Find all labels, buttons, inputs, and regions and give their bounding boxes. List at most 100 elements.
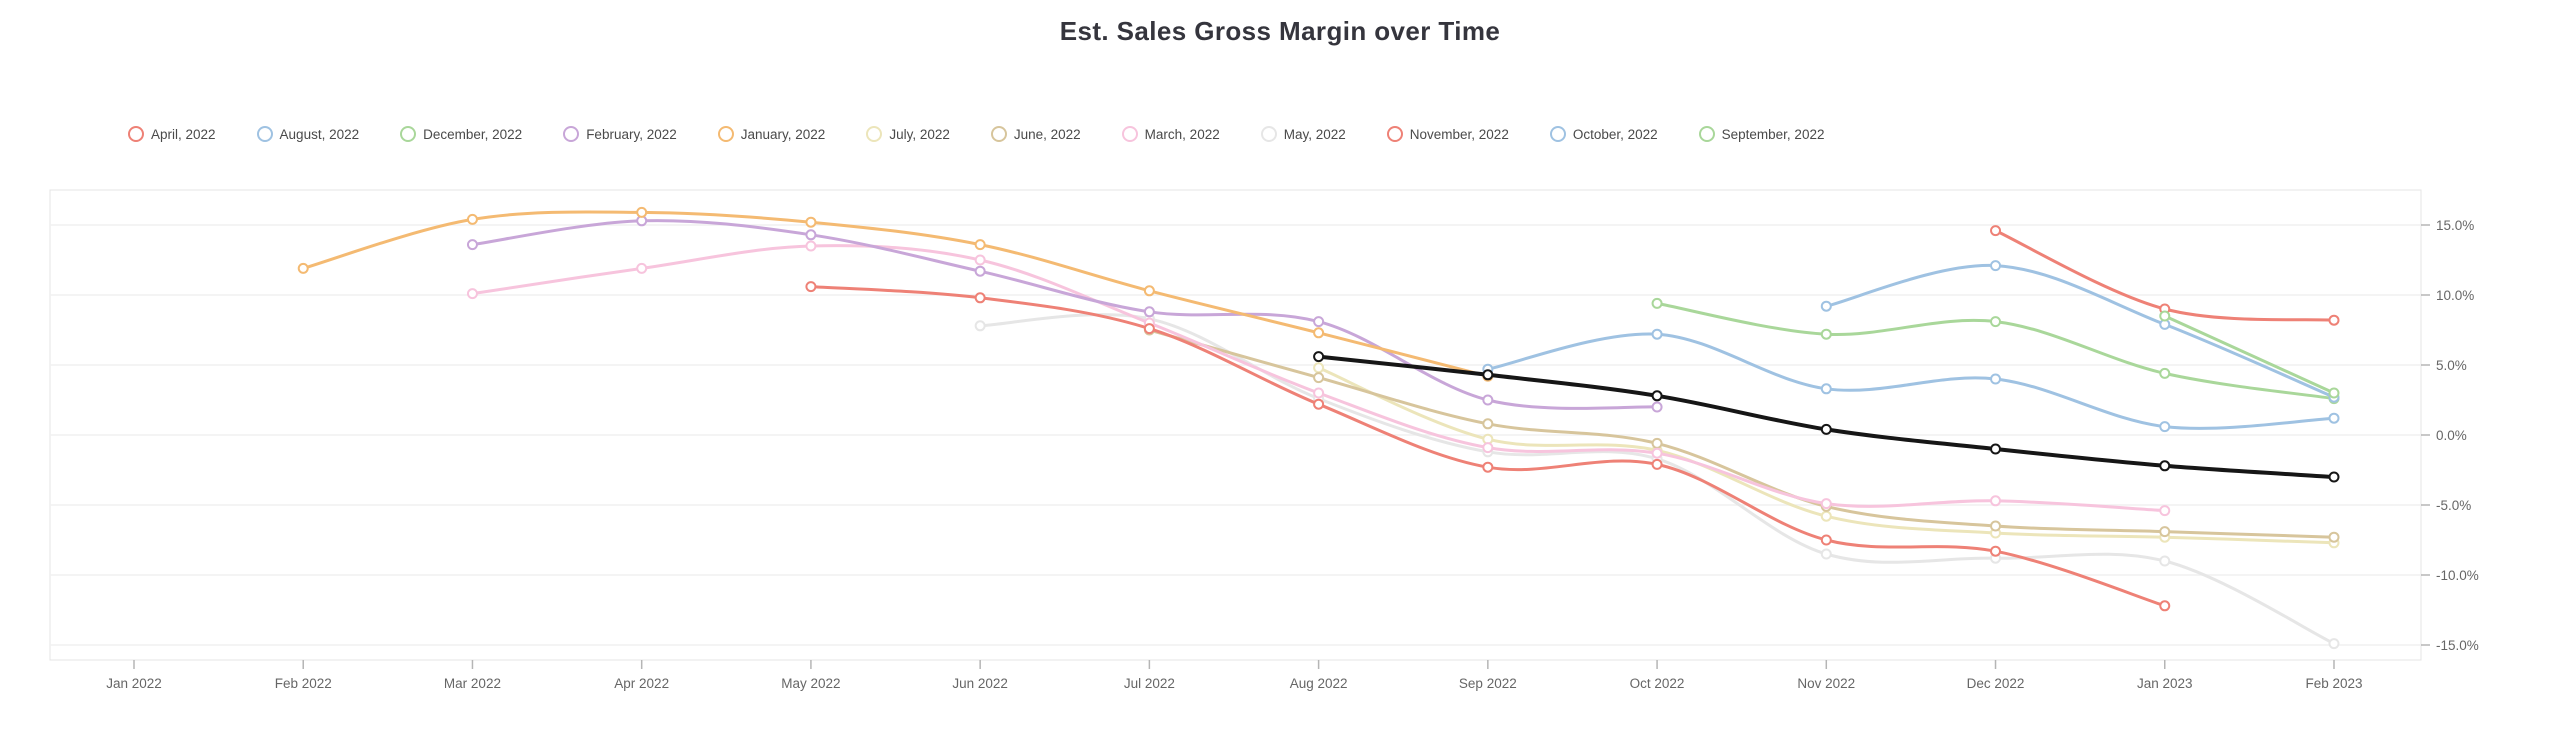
y-axis-tick-label: 5.0% <box>2436 358 2467 373</box>
x-axis-tick-label: May 2022 <box>781 676 840 691</box>
y-axis-tick-label: -10.0% <box>2436 568 2479 583</box>
series-marker <box>1313 362 1325 374</box>
legend-item-january-2022[interactable]: January, 2022 <box>717 126 826 142</box>
series-marker <box>2159 367 2171 379</box>
series-marker <box>1143 285 1155 297</box>
series-marker <box>1820 498 1832 510</box>
series-unlabeled-black <box>1313 351 2340 483</box>
series-december-2022 <box>2159 310 2340 399</box>
y-axis-tick-label: -15.0% <box>2436 638 2479 653</box>
series-marker <box>974 239 986 251</box>
x-axis-tick-label: Apr 2022 <box>614 676 669 691</box>
y-axis-tick-label: 15.0% <box>2436 218 2474 233</box>
y-axis-tick-label: 0.0% <box>2436 428 2467 443</box>
legend-item-september-2022[interactable]: September, 2022 <box>1698 126 1824 142</box>
series-marker <box>1820 383 1832 395</box>
series-marker <box>1313 372 1325 384</box>
series-marker <box>2328 412 2340 424</box>
series-line-june-2022 <box>1147 328 2336 539</box>
series-marker <box>2328 638 2340 650</box>
legend-item-april-2022[interactable]: April, 2022 <box>128 126 216 142</box>
series-marker <box>2159 310 2171 322</box>
series-marker <box>1820 300 1832 312</box>
series-marker <box>1313 316 1325 328</box>
series-marker <box>1143 306 1155 318</box>
series-marker <box>1482 442 1494 454</box>
series-marker <box>974 320 986 332</box>
legend-item-label: January, 2022 <box>740 126 826 142</box>
series-marker <box>2328 471 2340 483</box>
x-axis-tick-label: Feb 2022 <box>275 676 332 691</box>
series-line-february-2022 <box>470 219 1659 410</box>
legend-item-february-2022[interactable]: February, 2022 <box>563 126 677 142</box>
series-line-unlabeled-black <box>1316 354 2336 479</box>
y-axis-tick-label: -5.0% <box>2436 498 2471 513</box>
legend-item-label: July, 2022 <box>889 126 950 142</box>
series-marker <box>1482 418 1494 430</box>
series-marker <box>1482 394 1494 406</box>
legend-item-label: May, 2022 <box>1283 126 1346 142</box>
series-line-october-2022 <box>1824 264 2336 399</box>
legend-item-label: March, 2022 <box>1144 126 1220 142</box>
legend-item-june-2022[interactable]: June, 2022 <box>990 126 1081 142</box>
legend-item-july-2022[interactable]: July, 2022 <box>866 126 950 142</box>
legend-item-march-2022[interactable]: March, 2022 <box>1121 126 1220 142</box>
legend-item-december-2022[interactable]: December, 2022 <box>400 126 522 142</box>
series-marker <box>1990 545 2002 557</box>
legend-item-august-2022[interactable]: August, 2022 <box>256 126 360 142</box>
series-marker <box>466 288 478 300</box>
series-marker <box>1990 260 2002 272</box>
series-marker <box>1313 398 1325 410</box>
legend-ring-icon <box>1386 126 1403 142</box>
legend-item-label: November, 2022 <box>1409 126 1509 142</box>
series-marker <box>1990 520 2002 532</box>
x-axis-tick-label: Dec 2022 <box>1967 676 2025 691</box>
x-axis-tick-label: Sep 2022 <box>1459 676 1517 691</box>
legend-item-may-2022[interactable]: May, 2022 <box>1260 126 1346 142</box>
series-marker <box>1651 401 1663 413</box>
series-line-december-2022 <box>2163 314 2336 395</box>
legend-item-label: October, 2022 <box>1572 126 1658 142</box>
series-august-2022 <box>1482 328 2340 433</box>
series-february-2022 <box>466 215 1663 413</box>
legend: April, 2022 August, 2022 December, 2022 Feb… <box>128 126 1865 142</box>
series-marker <box>1820 510 1832 522</box>
legend-item-october-2022[interactable]: October, 2022 <box>1549 126 1658 142</box>
series-marker <box>1990 495 2002 507</box>
series-marker <box>1651 328 1663 340</box>
plot-border <box>49 189 2422 661</box>
series-marker <box>1990 316 2002 328</box>
legend-item-november-2022[interactable]: November, 2022 <box>1386 126 1509 142</box>
series-marker <box>1990 373 2002 385</box>
series-marker <box>2159 600 2171 612</box>
series-october-2022 <box>1820 260 2340 403</box>
series-marker <box>974 254 986 266</box>
series-marker <box>1482 461 1494 473</box>
series-marker <box>1820 534 1832 546</box>
series-marker <box>2328 314 2340 326</box>
legend-ring-icon <box>1549 126 1566 142</box>
legend-ring-icon <box>400 126 417 142</box>
series-line-january-2022 <box>301 210 1490 378</box>
series-marker <box>2159 505 2171 517</box>
series-marker <box>805 281 817 293</box>
y-axis-tick-label: 10.0% <box>2436 288 2474 303</box>
series-marker <box>974 265 986 277</box>
legend-ring-icon <box>866 126 883 142</box>
x-axis-tick-label: Jan 2023 <box>2137 676 2193 691</box>
series-marker <box>805 216 817 228</box>
legend-item-label: August, 2022 <box>279 126 360 142</box>
x-axis-tick-label: Jan 2022 <box>106 676 162 691</box>
legend-item-label: February, 2022 <box>586 126 677 142</box>
series-marker <box>1313 351 1325 363</box>
series-january-2022 <box>297 206 1494 382</box>
legend-ring-icon <box>128 126 144 142</box>
legend-ring-icon <box>1260 126 1277 142</box>
series-marker <box>636 206 648 218</box>
series-marker <box>2159 460 2171 472</box>
legend-item-label: April, 2022 <box>151 126 216 142</box>
legend-ring-icon <box>717 126 734 142</box>
series-marker <box>1651 447 1663 459</box>
